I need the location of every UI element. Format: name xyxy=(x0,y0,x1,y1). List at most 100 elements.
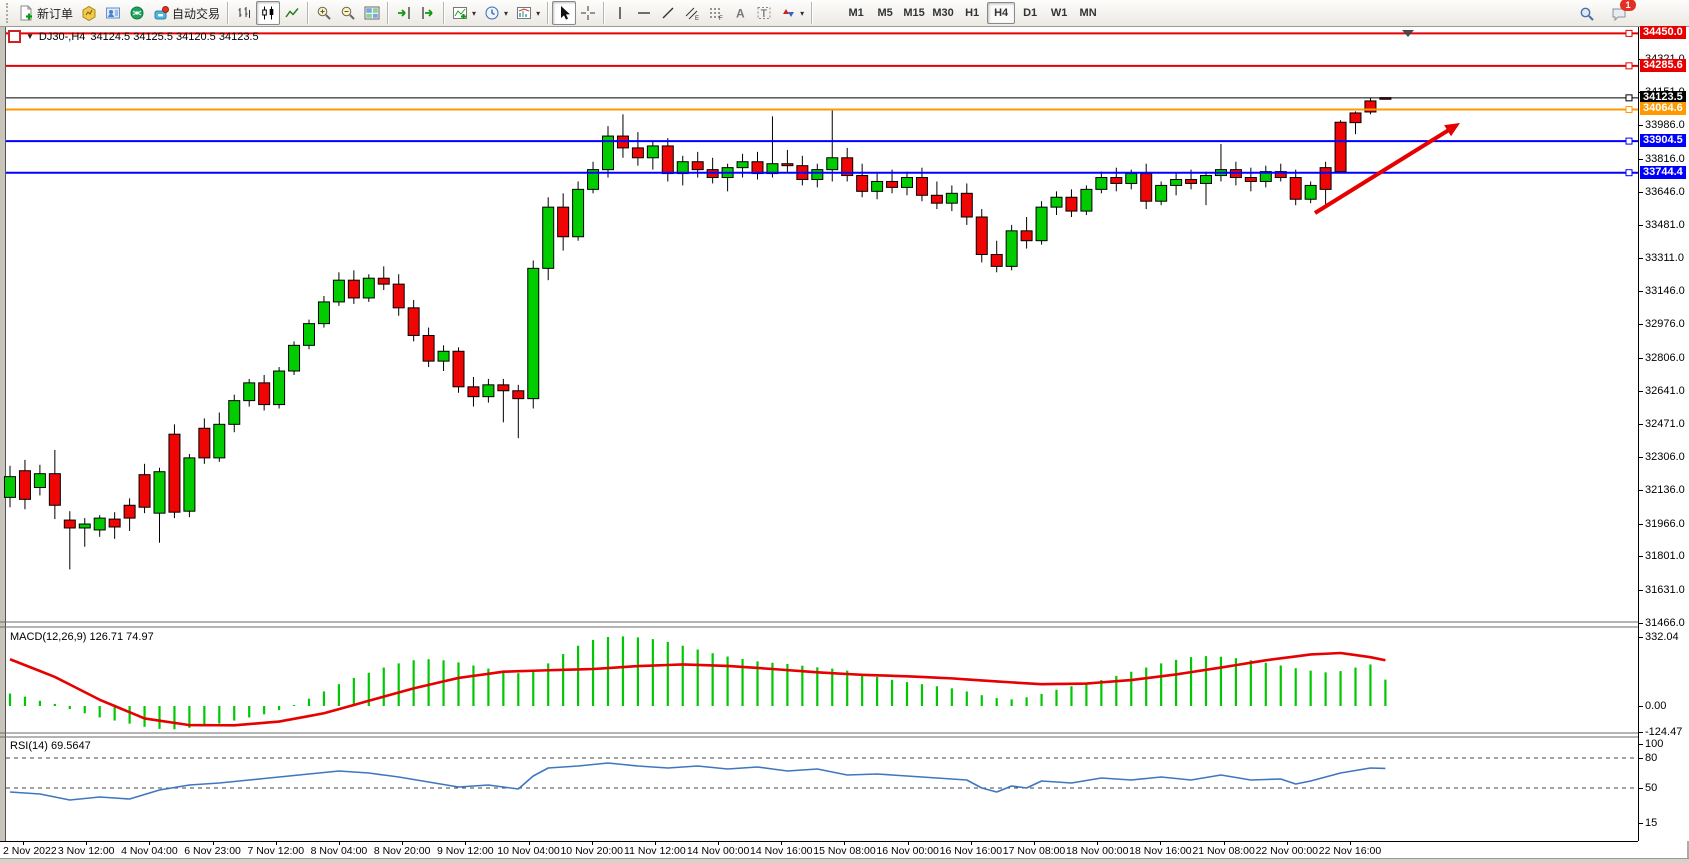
price-axis[interactable]: 34321.034151.033986.033816.033646.033481… xyxy=(1638,26,1689,841)
time-axis-label: 15 Nov 08:00 xyxy=(813,845,876,857)
auto-scroll-icon xyxy=(396,5,412,21)
rsi-tick-label: 15 xyxy=(1645,817,1658,829)
time-tick-mark xyxy=(1286,841,1288,845)
time-tick-mark xyxy=(402,841,404,845)
notification-badge: 1 xyxy=(1620,0,1636,11)
hline-support[interactable] xyxy=(6,169,1638,177)
timeframe-d1-button[interactable]: D1 xyxy=(1023,7,1038,19)
navigator-button[interactable] xyxy=(125,1,149,25)
time-tick-mark xyxy=(718,841,720,845)
time-tick-mark xyxy=(275,841,277,845)
hline-level[interactable] xyxy=(6,105,1638,113)
time-axis[interactable]: 2 Nov 2022 3 Nov 12:00 4 Nov 04:00 6 Nov 23… xyxy=(0,841,1638,859)
crosshair-tool-button[interactable] xyxy=(576,1,600,25)
rsi-panel-group xyxy=(6,757,1638,801)
mailbox-button[interactable]: 1 xyxy=(1607,0,1636,26)
time-tick-mark xyxy=(591,841,593,845)
timeframe-m1-button[interactable]: M1 xyxy=(848,7,864,19)
time-axis-label: 22 Nov 00:00 xyxy=(1255,845,1319,857)
candle-body xyxy=(587,169,600,190)
candle-body xyxy=(108,518,121,528)
price-tick-label: 33646.0 xyxy=(1645,186,1685,199)
templates-button[interactable]: ▾ xyxy=(512,1,544,25)
trendline-tool-button[interactable] xyxy=(656,1,680,25)
hline-current-price[interactable] xyxy=(6,94,1638,102)
new-order-button[interactable]: 新订单 xyxy=(14,1,77,25)
toolbar-separator xyxy=(603,2,606,24)
axis-tick-mark xyxy=(1639,125,1643,126)
rsi-line xyxy=(9,762,1386,801)
candle-body xyxy=(347,279,360,299)
timeframe-h1-button[interactable]: H1 xyxy=(965,7,980,19)
hline-support[interactable] xyxy=(6,137,1638,145)
line-chart-button[interactable] xyxy=(280,1,304,25)
candle-body xyxy=(1334,121,1347,173)
text-label-tool-button[interactable]: T xyxy=(752,1,776,25)
candle-body xyxy=(183,457,196,512)
hline-resistance[interactable] xyxy=(6,62,1638,70)
periods-button[interactable]: ▾ xyxy=(480,1,512,25)
text-tool-button[interactable]: A xyxy=(728,1,752,25)
axis-tick-mark xyxy=(1639,731,1643,733)
tile-windows-button[interactable] xyxy=(360,1,384,25)
svg-text:A: A xyxy=(736,7,745,21)
cursor-tool-button[interactable] xyxy=(552,1,577,25)
trend-arrow-annotation[interactable] xyxy=(1313,123,1460,215)
rsi-tick-label: 100 xyxy=(1645,738,1664,750)
candle-body xyxy=(1095,177,1108,190)
market-watch-button[interactable] xyxy=(101,1,125,25)
toolbar-drag-handle[interactable] xyxy=(6,3,12,23)
candle-body xyxy=(542,206,555,269)
timeframe-m15-button[interactable]: M15 xyxy=(903,7,925,19)
vertical-line-icon xyxy=(612,5,628,21)
timeframe-w1-button[interactable]: W1 xyxy=(1050,7,1068,19)
candle-body xyxy=(527,267,540,400)
toolbar-separator xyxy=(387,2,390,24)
hline-resistance[interactable] xyxy=(6,29,1638,37)
vertical-line-tool-button[interactable] xyxy=(608,1,632,25)
autotrading-button[interactable]: 自动交易 xyxy=(149,1,224,25)
zoom-in-icon xyxy=(316,5,332,21)
fibonacci-tool-button[interactable]: F xyxy=(704,1,728,25)
symbol-title: DJ30-,H4 xyxy=(38,30,86,43)
bar-chart-button[interactable] xyxy=(232,1,256,25)
symbol-icon xyxy=(8,30,21,43)
time-tick-mark xyxy=(970,841,972,845)
candle-body xyxy=(781,163,794,167)
time-tick-mark xyxy=(781,841,783,845)
time-tick-mark xyxy=(338,841,340,845)
timeframe-bar: M1 M5 M15 M30 H1 H4 D1 W1 MN xyxy=(842,2,1102,24)
line-chart-icon xyxy=(284,5,300,21)
candle-body xyxy=(422,334,435,362)
panel-splitter[interactable] xyxy=(0,621,1689,628)
chart-shift-button[interactable] xyxy=(416,1,440,25)
panel-splitter[interactable] xyxy=(0,732,1689,738)
timeframe-m5-button[interactable]: M5 xyxy=(877,7,893,19)
arrows-tool-button[interactable]: ▾ xyxy=(776,1,808,25)
candle-body xyxy=(1170,178,1183,186)
timeframe-m30-button[interactable]: M30 xyxy=(932,7,954,19)
horizontal-line-tool-button[interactable] xyxy=(632,1,656,25)
hline-handle xyxy=(1625,29,1633,37)
trendline-icon xyxy=(660,5,676,21)
equidistant-channel-tool-button[interactable]: E xyxy=(680,1,704,25)
zoom-in-button[interactable] xyxy=(312,1,336,25)
axis-tick-mark xyxy=(1639,290,1643,292)
timeframe-mn-button[interactable]: MN xyxy=(1079,7,1097,19)
search-button[interactable] xyxy=(1575,2,1599,26)
auto-scroll-button[interactable] xyxy=(392,1,416,25)
candle-body xyxy=(123,504,136,519)
candlestick-chart-button[interactable] xyxy=(256,1,281,25)
price-tick-label: 32471.0 xyxy=(1645,418,1685,431)
chart-shift-marker[interactable] xyxy=(1402,30,1414,37)
chart-canvas[interactable] xyxy=(0,27,1689,863)
indicators-button[interactable]: ▾ xyxy=(448,1,480,25)
candle-body xyxy=(1200,175,1212,184)
toolbar-separator xyxy=(307,2,310,24)
macd-tick-label: 0.00 xyxy=(1645,700,1667,712)
charts-button[interactable] xyxy=(77,1,101,25)
tile-windows-icon xyxy=(364,5,380,21)
zoom-out-button[interactable] xyxy=(336,1,360,25)
timeframe-h4-button[interactable]: H4 xyxy=(987,2,1016,24)
candle-body xyxy=(332,279,345,303)
